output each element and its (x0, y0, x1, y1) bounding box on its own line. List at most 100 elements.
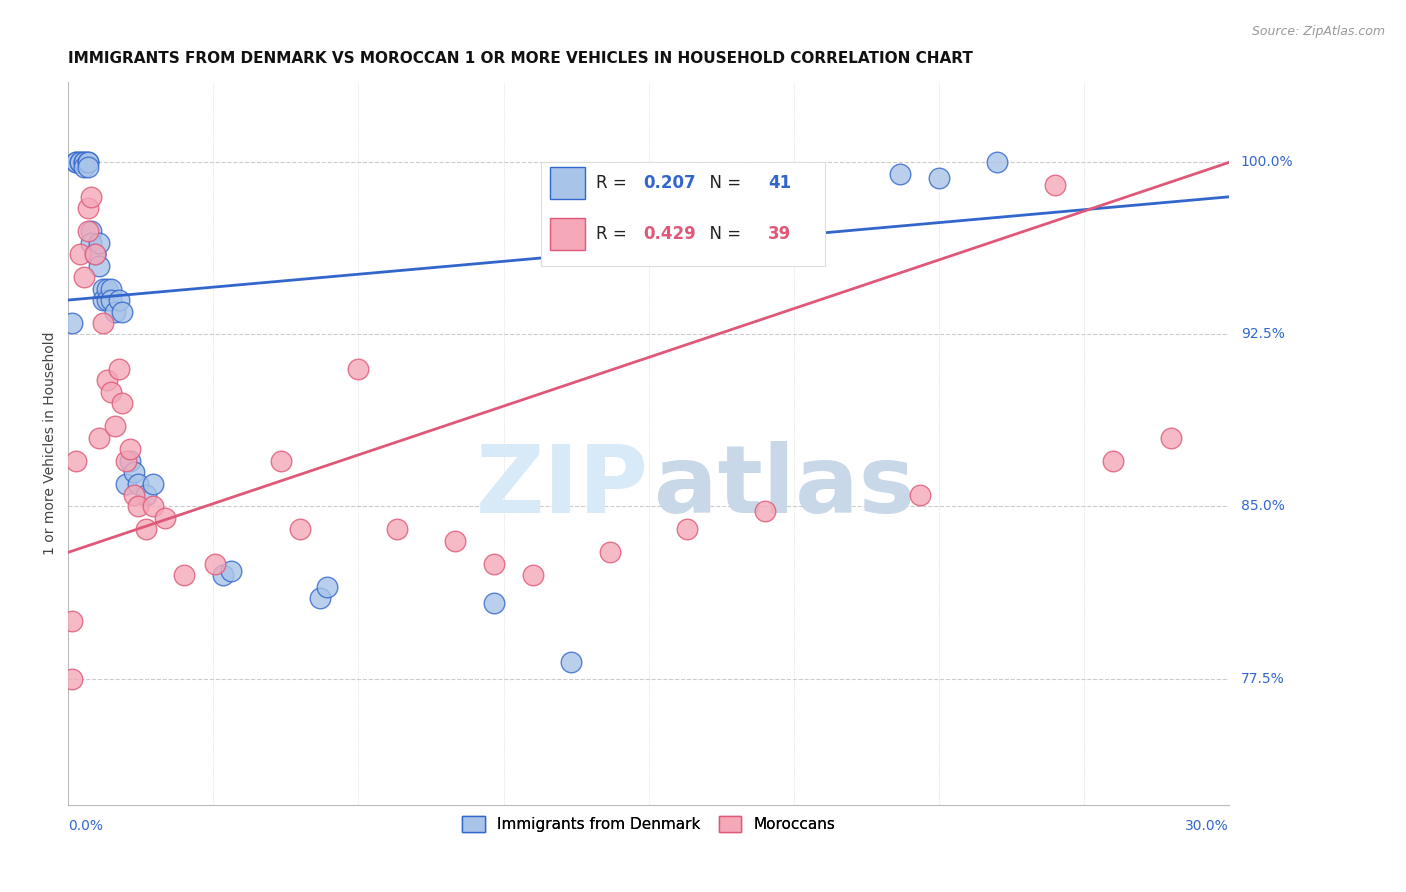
Point (928, 171, 950, 186)
Point (65, 155, 87, 169)
Point (80, 235, 103, 250)
Point (135, 523, 157, 537)
Point (204, 557, 226, 571)
Point (1043, 178, 1066, 193)
Bar (550, 168, 585, 199)
Y-axis label: 1 or more Vehicles in Household: 1 or more Vehicles in Household (44, 332, 58, 555)
Point (96, 293, 118, 307)
Point (142, 500, 165, 514)
Point (444, 533, 467, 548)
Point (76, 202, 98, 216)
Point (111, 396, 134, 410)
Point (60, 316, 83, 330)
Text: ZIP: ZIP (475, 441, 648, 533)
FancyBboxPatch shape (541, 161, 825, 267)
Point (84, 247, 107, 261)
Point (84, 247, 107, 261)
Point (73, 160, 96, 174)
Point (908, 488, 931, 502)
Point (104, 304, 127, 318)
Point (89, 431, 111, 445)
Text: 92.5%: 92.5% (1240, 327, 1285, 342)
Point (76, 155, 98, 169)
Point (122, 488, 145, 502)
Point (1102, 453, 1125, 467)
Point (73, 270, 96, 285)
Point (107, 362, 129, 376)
Text: 77.5%: 77.5% (1240, 672, 1285, 686)
Text: N =: N = (699, 174, 747, 193)
Point (219, 564, 242, 578)
Point (173, 568, 195, 582)
Legend: Immigrants from Denmark, Moroccans: Immigrants from Denmark, Moroccans (457, 812, 841, 837)
Point (560, 656, 582, 670)
Point (142, 476, 165, 491)
Point (60, 672, 83, 686)
Text: N =: N = (699, 225, 747, 243)
Text: 0.0%: 0.0% (69, 819, 103, 833)
Point (73, 155, 96, 169)
Text: 100.0%: 100.0% (1240, 155, 1294, 169)
Point (986, 155, 1008, 169)
Point (100, 384, 122, 399)
Point (80, 224, 103, 238)
Point (120, 442, 142, 457)
Point (122, 465, 145, 479)
Point (91, 293, 114, 307)
Text: 85.0%: 85.0% (1240, 500, 1285, 514)
Point (73, 155, 96, 169)
Text: 0.429: 0.429 (643, 225, 696, 243)
Point (120, 453, 142, 467)
Text: R =: R = (596, 174, 633, 193)
Point (60, 614, 83, 628)
Point (127, 476, 149, 491)
Point (754, 504, 776, 518)
Point (80, 190, 103, 204)
Point (76, 224, 98, 238)
Point (104, 419, 127, 434)
Point (65, 155, 87, 169)
Point (153, 511, 176, 525)
Point (482, 557, 505, 571)
Point (308, 591, 330, 606)
Point (89, 259, 111, 273)
Point (482, 596, 505, 610)
Text: 41: 41 (768, 174, 792, 193)
Point (69, 155, 91, 169)
Point (290, 523, 312, 537)
Point (96, 373, 118, 387)
Text: 0.207: 0.207 (643, 174, 696, 193)
Point (522, 568, 544, 582)
Point (889, 167, 911, 181)
Point (1160, 431, 1182, 445)
Text: IMMIGRANTS FROM DENMARK VS MOROCCAN 1 OR MORE VEHICLES IN HOUSEHOLD CORRELATION : IMMIGRANTS FROM DENMARK VS MOROCCAN 1 OR… (69, 51, 973, 66)
Point (111, 304, 134, 318)
Point (76, 155, 98, 169)
Point (385, 523, 408, 537)
Point (65, 453, 87, 467)
Point (69, 155, 91, 169)
Point (91, 282, 114, 296)
Bar (550, 218, 585, 250)
Point (84, 247, 107, 261)
Point (89, 235, 111, 250)
Point (316, 580, 339, 594)
Point (599, 545, 621, 559)
Point (115, 453, 138, 467)
Point (96, 282, 118, 296)
Point (100, 282, 122, 296)
Text: 30.0%: 30.0% (1185, 819, 1229, 833)
Text: atlas: atlas (654, 441, 915, 533)
Point (212, 568, 235, 582)
Point (76, 160, 98, 174)
Point (347, 362, 370, 376)
Point (107, 293, 129, 307)
Point (127, 500, 149, 514)
Point (270, 453, 292, 467)
Text: 39: 39 (768, 225, 792, 243)
Point (115, 476, 138, 491)
Text: R =: R = (596, 225, 633, 243)
Text: Source: ZipAtlas.com: Source: ZipAtlas.com (1251, 25, 1385, 38)
Point (91, 316, 114, 330)
Point (676, 523, 699, 537)
